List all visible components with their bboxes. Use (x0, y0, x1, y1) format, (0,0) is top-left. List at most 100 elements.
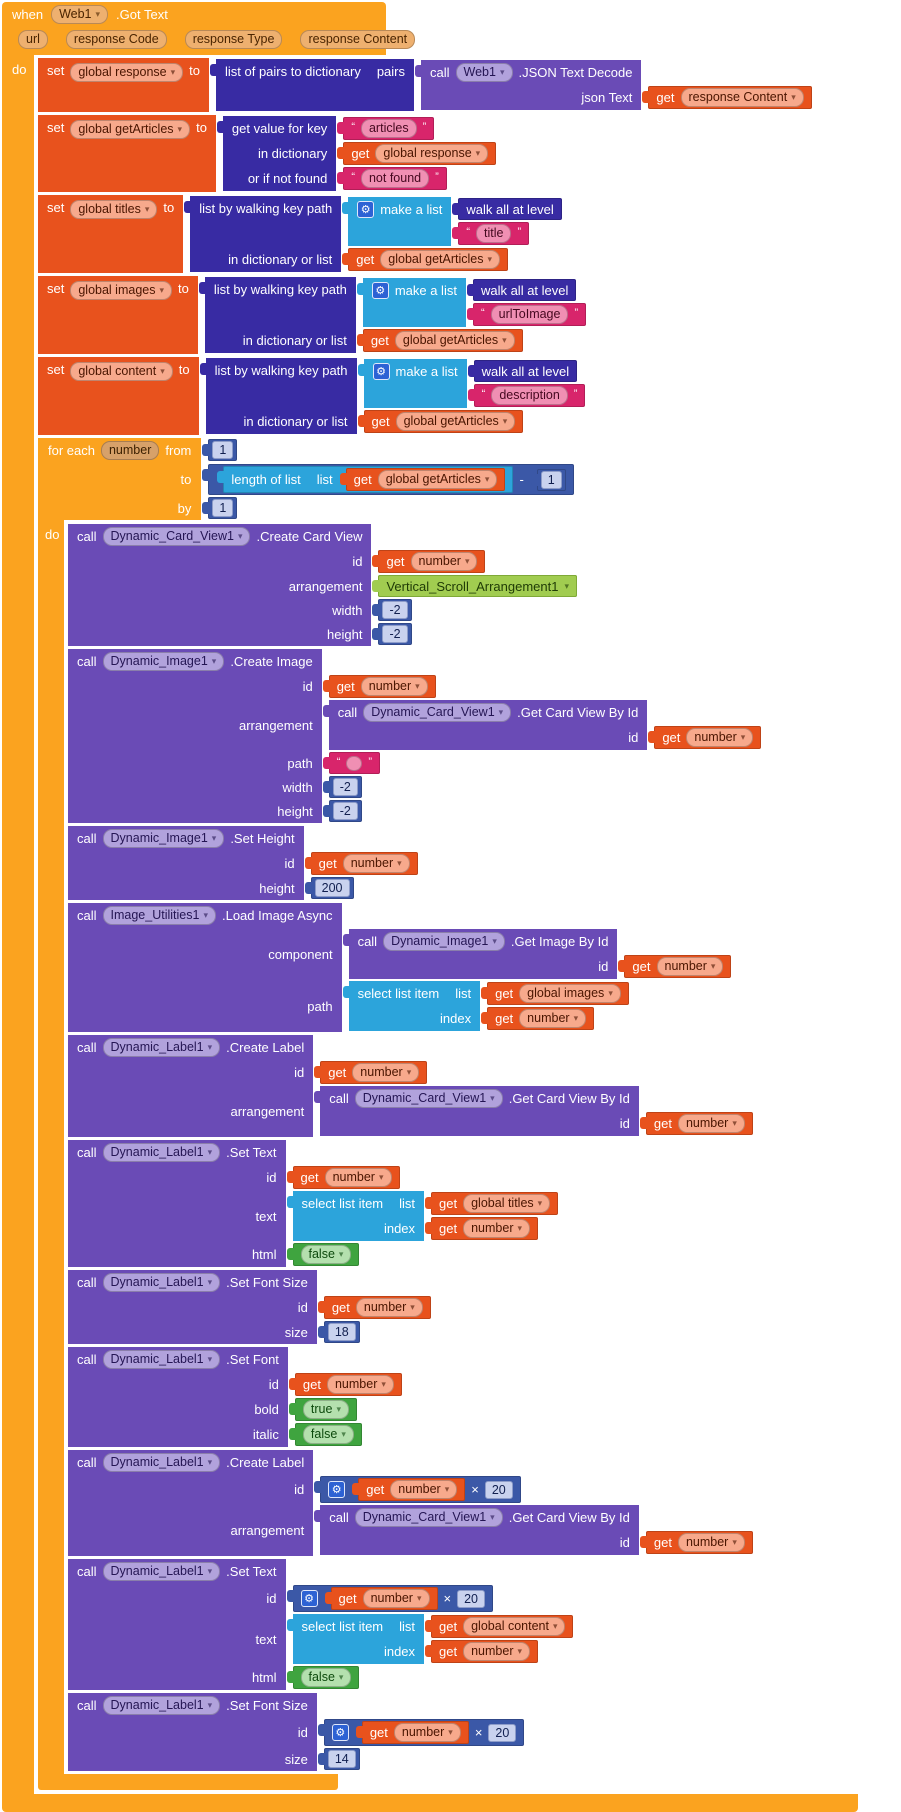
string-field[interactable] (346, 755, 363, 771)
row[interactable]: width (68, 598, 372, 622)
get-number-block[interactable]: get number ▾ (425, 1640, 539, 1663)
event-params-row[interactable]: url response Code response Type response… (2, 27, 416, 55)
call-get-image-by-id-block[interactable]: call Dynamic_Image1 ▾ .Get Image By Id id g… (342, 929, 732, 979)
variable-dropdown[interactable]: number ▾ (352, 1063, 420, 1082)
call-set-font-size-block[interactable]: call Dynamic_Label1 ▾ .Set Font Size id get… (68, 1270, 431, 1344)
row[interactable]: call Dynamic_Label1 ▾ .Set Font Size (68, 1270, 317, 1295)
select-list-item-block[interactable]: select list item list get global content ▾ … (286, 1614, 574, 1664)
row[interactable]: call Dynamic_Card_View1 ▾ .Get Card View By… (320, 1086, 639, 1111)
row[interactable]: or if not found (222, 166, 337, 191)
call-get-card-view-by-id-block[interactable]: call Dynamic_Card_View1 ▾ .Get Card View By… (314, 1086, 753, 1136)
get-global-getarticles-block[interactable]: get global getArticles ▾ (342, 248, 509, 271)
loop-header[interactable]: for each number from 1 to length of list… (38, 438, 574, 520)
variable-dropdown[interactable]: number ▾ (463, 1642, 531, 1661)
number-18-block[interactable]: 18 (317, 1321, 360, 1343)
call-web1-json-text-decode-block[interactable]: call Web1 ▾ .JSON Text Decode json Text get… (415, 60, 812, 110)
list-by-walking-key-path-block[interactable]: list by walking key path ⚙ make a list wa… (184, 196, 562, 272)
variable-dropdown[interactable]: global titles ▾ (70, 200, 158, 219)
row[interactable]: index (292, 1216, 425, 1241)
logic-false-block[interactable]: false ▾ (288, 1423, 362, 1446)
get-number-block[interactable]: get number ▾ (372, 550, 486, 573)
row[interactable]: arrangement (68, 1085, 314, 1137)
number-200-block[interactable]: 200 (304, 877, 354, 899)
subtract-block[interactable]: length of list list get global getArticles… (202, 464, 574, 495)
get-number-block[interactable]: get number ▾ (286, 1166, 400, 1189)
get-number-block[interactable]: get number ▾ (352, 1478, 466, 1501)
get-number-block[interactable]: get number ▾ (324, 1587, 438, 1610)
call-get-card-view-by-id-block[interactable]: call Dynamic_Card_View1 ▾ .Get Card View By… (322, 700, 762, 750)
number-field[interactable]: -2 (332, 778, 358, 796)
get-number-block[interactable]: get number ▾ (639, 1112, 753, 1135)
row[interactable]: id (328, 725, 648, 750)
logic-true-block[interactable]: true ▾ (288, 1398, 357, 1421)
number-field[interactable]: 20 (484, 1480, 513, 1499)
call-set-font-block[interactable]: call Dynamic_Label1 ▾ .Set Font id get numbe… (68, 1347, 402, 1447)
variable-dropdown[interactable]: number ▾ (677, 1533, 745, 1552)
variable-dropdown[interactable]: global getArticles ▾ (70, 120, 191, 139)
row[interactable]: id (68, 1165, 286, 1190)
event-param-response-type[interactable]: response Type (184, 30, 283, 49)
row[interactable]: list by walking key path (204, 277, 356, 328)
set-global-getarticles-block[interactable]: set global getArticles ▾ to get value for… (38, 115, 497, 192)
row[interactable]: call Dynamic_Card_View1 ▾ .Get Card View By… (328, 700, 648, 725)
variable-dropdown[interactable]: global response ▾ (70, 63, 184, 82)
variable-dropdown[interactable]: global response ▾ (375, 144, 489, 163)
multiply-block[interactable]: ⚙ get number ▾ × 20 (286, 1585, 493, 1612)
row[interactable]: html (68, 1242, 286, 1267)
logic-dropdown[interactable]: false ▾ (300, 1668, 352, 1687)
mutator-gear-icon[interactable]: ⚙ (371, 281, 389, 299)
mutator-gear-icon[interactable]: ⚙ (328, 1481, 346, 1498)
component-dropdown[interactable]: Dynamic_Image1 ▾ (102, 652, 225, 671)
for-each-number-loop-block[interactable]: for each number from 1 to length of list… (38, 438, 762, 1790)
loop-do-wall[interactable]: do (38, 520, 64, 1774)
row[interactable]: arrangement (68, 699, 322, 751)
call-create-label-2-block[interactable]: call Dynamic_Label1 ▾ .Create Label id ⚙ get… (68, 1450, 753, 1556)
number-14-block[interactable]: 14 (317, 1748, 360, 1770)
string-title-block[interactable]: “ title ” (452, 222, 530, 245)
component-dropdown[interactable]: Dynamic_Label1 ▾ (102, 1143, 221, 1162)
loop-bottom-bar[interactable] (38, 1774, 338, 1790)
row[interactable]: size (68, 1320, 317, 1344)
row[interactable] (363, 383, 467, 408)
call-set-font-size-2-block[interactable]: call Dynamic_Label1 ▾ .Set Font Size id ⚙ ge… (68, 1693, 525, 1771)
row[interactable]: id (68, 1718, 317, 1747)
string-urltoimage-block[interactable]: “ urlToImage ” (466, 303, 587, 326)
variable-dropdown[interactable]: number ▾ (463, 1219, 531, 1238)
select-list-item-block[interactable]: select list item list get global images ▾ i… (342, 981, 629, 1031)
mutator-gear-icon[interactable]: ⚙ (331, 1724, 349, 1741)
row[interactable]: call Web1 ▾ .JSON Text Decode (421, 60, 642, 85)
row[interactable] (348, 221, 452, 246)
row[interactable]: call Dynamic_Label1 ▾ .Set Font (68, 1347, 288, 1372)
call-set-text-2-block[interactable]: call Dynamic_Label1 ▾ .Set Text id ⚙ get numb… (68, 1559, 574, 1690)
component-dropdown[interactable]: Dynamic_Label1 ▾ (102, 1350, 221, 1369)
variable-dropdown[interactable]: number ▾ (355, 1298, 423, 1317)
string-field[interactable]: urlToImage (490, 305, 569, 324)
row[interactable]: id (68, 674, 322, 699)
number-field[interactable]: 1 (212, 499, 234, 517)
number-field[interactable]: -2 (332, 802, 358, 820)
variable-dropdown[interactable]: number ▾ (656, 957, 724, 976)
component-dropdown[interactable]: Dynamic_Label1 ▾ (102, 1562, 221, 1581)
event-do-wall[interactable]: do (2, 55, 34, 1794)
string-not-found-block[interactable]: “ not found ” (337, 167, 447, 190)
get-value-for-key-block[interactable]: get value for key “ articles ” in dictiona… (216, 116, 497, 191)
multiply-block[interactable]: ⚙ get number ▾ × 20 (314, 1476, 521, 1503)
variable-dropdown[interactable]: global content ▾ (70, 362, 173, 381)
set-global-titles-block[interactable]: set global titles ▾ to list by walking ke… (38, 195, 562, 273)
number-field[interactable]: 1 (212, 441, 234, 459)
number-1-block[interactable]: 1 (202, 497, 238, 519)
component-dropdown[interactable]: Dynamic_Label1 ▾ (102, 1696, 221, 1715)
string-description-block[interactable]: “ description ” (467, 384, 586, 407)
variable-dropdown[interactable]: global getArticles ▾ (394, 331, 515, 350)
row[interactable]: in dictionary or list (204, 328, 356, 353)
component-dropdown[interactable]: Web1 ▾ (51, 5, 109, 24)
make-a-list-block[interactable]: ⚙ make a list walk all at level “ urlToIma… (356, 278, 587, 327)
row[interactable]: height (68, 622, 372, 646)
multiply-block[interactable]: ⚙ get number ▾ × 20 (317, 1719, 525, 1746)
select-list-item-block[interactable]: select list item list get global titles ▾ i… (286, 1191, 559, 1241)
set-global-response-block[interactable]: set global response ▾ to list of pairs to… (38, 58, 812, 112)
logic-false-block[interactable]: false ▾ (286, 1666, 360, 1689)
row[interactable]: id (68, 1295, 317, 1320)
row[interactable]: call Dynamic_Card_View1 ▾ .Get Card View By… (320, 1505, 639, 1530)
number-field[interactable]: 14 (327, 1750, 356, 1768)
